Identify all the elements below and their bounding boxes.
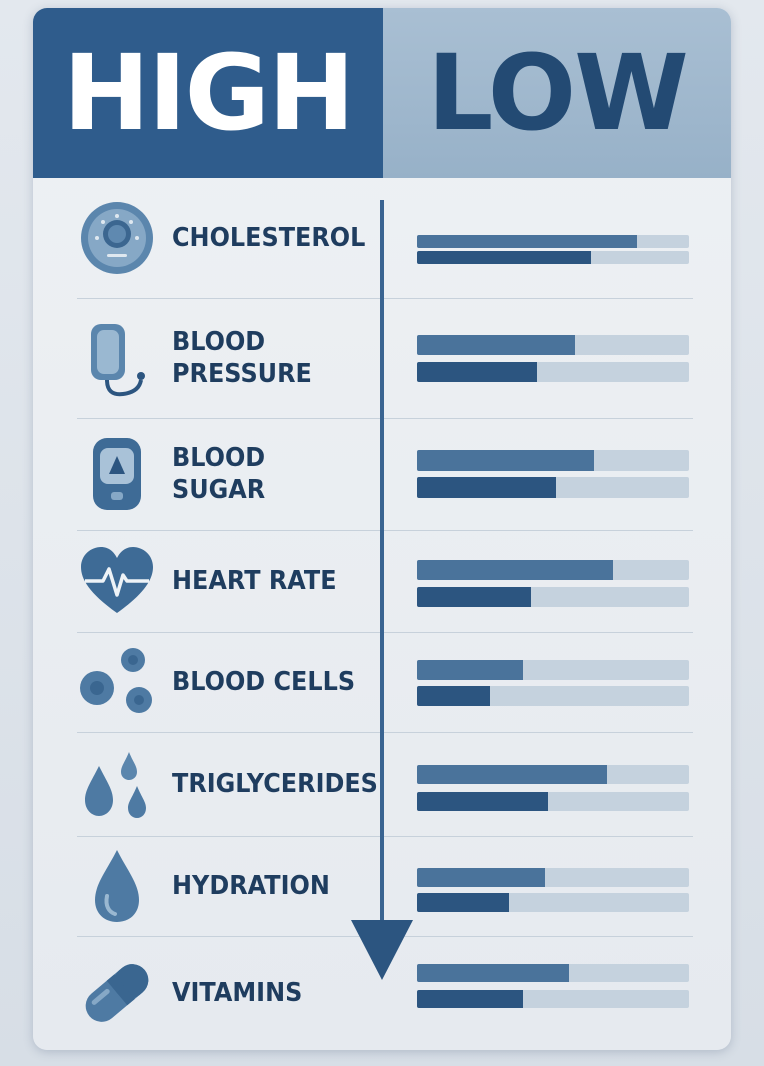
bar-fill (417, 964, 570, 982)
metric-row: CHOLESTEROL (33, 178, 731, 298)
row-divider (77, 298, 693, 299)
high-level-bar (417, 964, 689, 982)
metric-row: HEART RATE (33, 530, 731, 632)
high-level-bar (417, 560, 689, 580)
comparison-card: HIGH LOW CHOLESTEROL BLOOD PRESSURE BLOOD … (33, 8, 731, 1050)
metric-row: BLOOD CELLS (33, 632, 731, 732)
bar-fill (417, 792, 548, 811)
water-drop-icon (77, 846, 157, 926)
row-divider (77, 632, 693, 633)
bar-fill (417, 560, 613, 580)
bar-fill (417, 477, 556, 498)
high-header-title: HIGH (62, 32, 355, 154)
low-level-bar (417, 251, 689, 264)
high-level-bar (417, 335, 689, 355)
low-level-bar (417, 477, 689, 498)
row-divider (77, 836, 693, 837)
heart-pulse-icon (77, 541, 157, 621)
metric-label: HEART RATE (172, 566, 337, 596)
bar-fill (417, 686, 491, 706)
blood-cells-icon (77, 642, 157, 722)
bar-fill (417, 660, 524, 680)
high-level-bar (417, 450, 689, 471)
row-divider (77, 530, 693, 531)
metric-label: VITAMINS (172, 978, 303, 1008)
high-level-bar (417, 765, 689, 784)
low-level-bar (417, 686, 689, 706)
metric-row: VITAMINS (33, 936, 731, 1050)
metric-label: BLOOD CELLS (172, 667, 356, 697)
metric-row: HYDRATION (33, 836, 731, 936)
low-header: LOW (383, 8, 731, 178)
high-level-bar (417, 235, 689, 248)
low-level-bar (417, 792, 689, 811)
low-level-bar (417, 362, 689, 382)
low-header-title: LOW (427, 32, 689, 154)
metric-row: BLOOD PRESSURE (33, 298, 731, 418)
metric-row: BLOOD SUGAR (33, 418, 731, 530)
cholesterol-gauge-icon (77, 198, 157, 278)
bar-fill (417, 362, 537, 382)
bar-fill (417, 450, 594, 471)
bar-fill (417, 893, 510, 912)
bar-fill (417, 235, 638, 248)
blood-pressure-cuff-icon (77, 318, 157, 398)
high-header: HIGH (33, 8, 383, 178)
metric-label: CHOLESTEROL (172, 223, 366, 253)
low-level-bar (417, 893, 689, 912)
high-level-bar (417, 660, 689, 680)
bar-fill (417, 868, 545, 887)
metric-row: TRIGLYCERIDES (33, 732, 731, 836)
capsule-icon (77, 953, 157, 1033)
metric-label: HYDRATION (172, 871, 330, 901)
low-level-bar (417, 990, 689, 1008)
bar-fill (417, 990, 524, 1008)
bar-fill (417, 335, 575, 355)
metric-label: TRIGLYCERIDES (172, 769, 378, 799)
row-divider (77, 732, 693, 733)
metric-label: BLOOD PRESSURE (172, 327, 312, 389)
droplets-icon (77, 744, 157, 824)
bar-fill (417, 587, 532, 607)
bar-fill (417, 251, 592, 264)
row-divider (77, 418, 693, 419)
bar-fill (417, 765, 608, 784)
glucose-meter-icon (77, 434, 157, 514)
high-level-bar (417, 868, 689, 887)
metric-label: BLOOD SUGAR (172, 443, 266, 505)
low-level-bar (417, 587, 689, 607)
